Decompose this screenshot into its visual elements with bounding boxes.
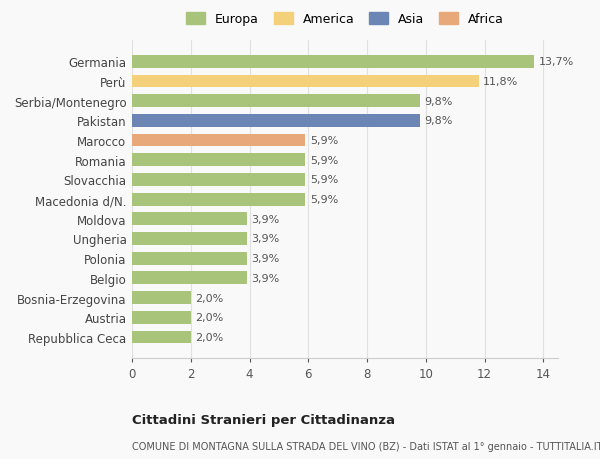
Text: 3,9%: 3,9% bbox=[251, 234, 279, 244]
Text: 5,9%: 5,9% bbox=[310, 155, 338, 165]
Bar bbox=[132, 291, 191, 304]
Text: 5,9%: 5,9% bbox=[310, 175, 338, 185]
Text: 2,0%: 2,0% bbox=[195, 332, 223, 342]
Text: 3,9%: 3,9% bbox=[251, 214, 279, 224]
Text: 5,9%: 5,9% bbox=[310, 195, 338, 205]
Bar bbox=[132, 311, 191, 324]
Text: COMUNE DI MONTAGNA SULLA STRADA DEL VINO (BZ) - Dati ISTAT al 1° gennaio - TUTTI: COMUNE DI MONTAGNA SULLA STRADA DEL VINO… bbox=[132, 441, 600, 451]
Text: 13,7%: 13,7% bbox=[539, 57, 574, 67]
Legend: Europa, America, Asia, Africa: Europa, America, Asia, Africa bbox=[182, 10, 508, 30]
Bar bbox=[132, 252, 247, 265]
Bar bbox=[132, 213, 247, 226]
Bar bbox=[132, 115, 420, 128]
Bar bbox=[132, 272, 247, 285]
Bar bbox=[132, 154, 305, 167]
Bar bbox=[132, 75, 479, 88]
Text: 9,8%: 9,8% bbox=[424, 116, 452, 126]
Text: 3,9%: 3,9% bbox=[251, 273, 279, 283]
Text: Cittadini Stranieri per Cittadinanza: Cittadini Stranieri per Cittadinanza bbox=[132, 413, 395, 426]
Bar bbox=[132, 193, 305, 206]
Bar bbox=[132, 174, 305, 186]
Bar bbox=[132, 95, 420, 108]
Text: 2,0%: 2,0% bbox=[195, 293, 223, 303]
Text: 5,9%: 5,9% bbox=[310, 136, 338, 146]
Text: 3,9%: 3,9% bbox=[251, 254, 279, 263]
Bar bbox=[132, 331, 191, 344]
Text: 11,8%: 11,8% bbox=[483, 77, 518, 87]
Bar bbox=[132, 56, 535, 68]
Text: 2,0%: 2,0% bbox=[195, 313, 223, 323]
Bar bbox=[132, 233, 247, 246]
Bar bbox=[132, 134, 305, 147]
Text: 9,8%: 9,8% bbox=[424, 96, 452, 106]
